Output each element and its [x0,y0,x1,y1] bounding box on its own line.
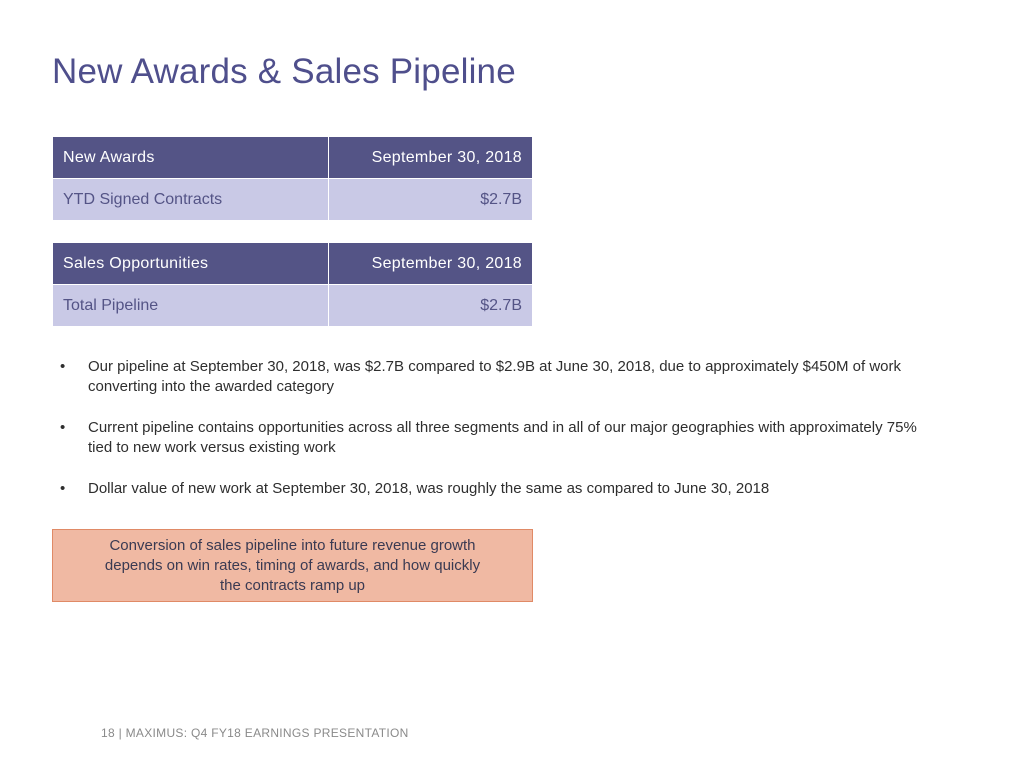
bullet-icon: • [60,480,66,497]
table-row-label: Total Pipeline [52,284,329,327]
table-header-date: September 30, 2018 [328,242,533,285]
footer: 18 | MAXIMUS: Q4 FY18 EARNINGS PRESENTAT… [101,726,409,740]
table-row-label: YTD Signed Contracts [52,178,329,221]
table-row-value: $2.7B [328,178,533,221]
table-header-label: Sales Opportunities [52,242,329,285]
table-header-row: New Awards September 30, 2018 [52,136,533,179]
new-awards-table: New Awards September 30, 2018 YTD Signed… [52,136,533,221]
bullet-list: • Our pipeline at September 30, 2018, wa… [58,357,938,520]
table-row: YTD Signed Contracts $2.7B [52,178,533,221]
callout-box: Conversion of sales pipeline into future… [52,529,533,602]
bullet-icon: • [60,358,66,375]
bullet-icon: • [60,419,66,436]
list-item: • Current pipeline contains opportunitie… [58,418,938,458]
bullet-text: Our pipeline at September 30, 2018, was … [88,358,902,395]
bullet-text: Dollar value of new work at September 30… [88,480,770,497]
table-header-row: Sales Opportunities September 30, 2018 [52,242,533,285]
table-header-date: September 30, 2018 [328,136,533,179]
list-item: • Our pipeline at September 30, 2018, wa… [58,357,938,397]
bullet-text: Current pipeline contains opportunities … [88,419,917,456]
callout-text: Conversion of sales pipeline into future… [104,536,481,594]
table-header-label: New Awards [52,136,329,179]
table-row-value: $2.7B [328,284,533,327]
sales-opportunities-table: Sales Opportunities September 30, 2018 T… [52,242,533,327]
list-item: • Dollar value of new work at September … [58,479,938,499]
slide-title: New Awards & Sales Pipeline [52,52,516,91]
table-row: Total Pipeline $2.7B [52,284,533,327]
